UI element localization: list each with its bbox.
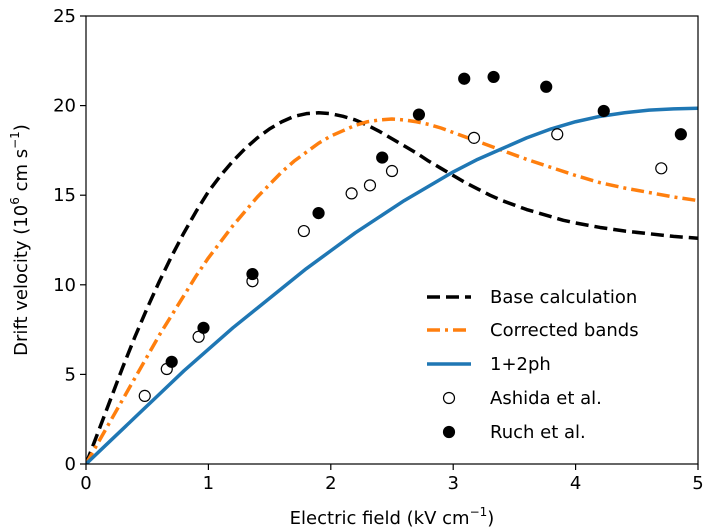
data-point-ruch-et-al-0 — [165, 355, 178, 368]
series-line-1-2ph — [86, 106, 698, 464]
x-tick-label-2: 2 — [325, 473, 336, 494]
series-layer — [86, 70, 698, 464]
x-tick-label-0: 0 — [80, 473, 91, 494]
data-point-ashida-et-al-0 — [138, 389, 151, 402]
x-tick-label-3: 3 — [447, 473, 458, 494]
data-point-ruch-et-al-7 — [487, 70, 500, 84]
data-point-ashida-et-al-9 — [551, 128, 564, 141]
y-tick-label-20: 20 — [53, 96, 76, 117]
data-point-ashida-et-al-10 — [655, 162, 668, 175]
legend-label-ashida: Ashida et al. — [490, 388, 602, 409]
x-tick-label-5: 5 — [692, 473, 703, 494]
x-tick-label-1: 1 — [203, 473, 214, 494]
data-point-ruch-et-al-3 — [312, 207, 325, 220]
data-point-ruch-et-al-5 — [412, 108, 426, 121]
data-point-ruch-et-al-10 — [674, 128, 687, 141]
x-axis-label: Electric field (kV cm−1) — [290, 505, 495, 529]
legend: Base calculation Corrected bands 1+2ph A… — [427, 287, 639, 443]
data-point-ashida-et-al-8 — [467, 131, 481, 144]
data-point-ruch-et-al-8 — [540, 80, 553, 93]
x-tick-label-4: 4 — [570, 473, 581, 494]
series-line-corrected-bands — [86, 117, 698, 464]
data-point-ashida-et-al-6 — [363, 179, 377, 192]
y-axis-label: Drift velocity (106 cm s−1) — [8, 124, 32, 356]
data-point-ruch-et-al-6 — [458, 72, 471, 85]
data-point-ashida-et-al-7 — [385, 164, 399, 178]
legend-label-base-calculation: Base calculation — [490, 287, 637, 308]
data-point-ruch-et-al-4 — [376, 151, 389, 164]
data-point-ruch-et-al-2 — [246, 267, 259, 281]
legend-marker-ashida — [442, 391, 456, 405]
y-tick-label-0: 0 — [65, 454, 76, 475]
legend-label-1-2ph: 1+2ph — [490, 354, 551, 375]
data-point-ashida-et-al-5 — [345, 187, 358, 200]
data-point-ashida-et-al-4 — [297, 224, 310, 238]
plot-frame — [85, 15, 699, 465]
data-point-ruch-et-al-9 — [597, 104, 610, 118]
y-tick-label-5: 5 — [65, 364, 76, 385]
ticks-layer: 0 1 2 3 4 5 0 5 10 15 20 25 — [53, 6, 704, 494]
legend-label-corrected-bands: Corrected bands — [490, 320, 639, 341]
y-tick-label-10: 10 — [53, 275, 76, 296]
y-tick-label-15: 15 — [53, 185, 76, 206]
data-point-ruch-et-al-1 — [197, 321, 210, 334]
legend-marker-ruch — [442, 425, 456, 439]
y-tick-label-25: 25 — [53, 6, 76, 27]
legend-label-ruch: Ruch et al. — [490, 422, 586, 443]
